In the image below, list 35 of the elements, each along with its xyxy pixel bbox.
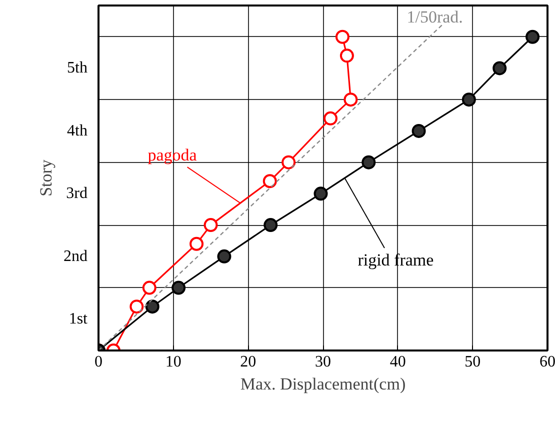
y-tick-label: 5th <box>67 60 88 77</box>
point <box>323 111 338 126</box>
point <box>362 155 376 170</box>
point <box>264 218 278 232</box>
y-tick-label: 3rd <box>66 185 88 202</box>
point <box>526 30 540 44</box>
y-tick-label: 4th <box>67 122 88 140</box>
point <box>314 186 328 201</box>
x-axis-title: Max. Displacement(cm) <box>240 374 406 394</box>
x-tick-label: 30 <box>315 354 331 370</box>
x-tick-label: 40 <box>390 354 406 370</box>
point <box>204 218 218 232</box>
y-tick-label: 2nd <box>64 248 88 265</box>
point <box>340 48 354 63</box>
point <box>344 92 358 107</box>
x-tick-label: 10 <box>165 354 182 370</box>
x-tick-label: 20 <box>240 354 256 370</box>
point <box>142 280 156 295</box>
point <box>172 280 186 295</box>
point <box>145 300 160 314</box>
point <box>262 174 277 188</box>
point <box>282 155 296 170</box>
point <box>462 92 476 107</box>
series-label: 1/50rad. <box>406 7 463 26</box>
y-axis-title: Story <box>36 159 56 196</box>
x-tick-label: 0 <box>94 354 102 370</box>
x-tick-label: 50 <box>464 354 481 370</box>
point <box>412 124 426 138</box>
point <box>217 249 232 264</box>
y-tick-label: 1st <box>68 310 88 328</box>
point <box>190 236 204 251</box>
x-tick-label: 60 <box>540 354 555 370</box>
point <box>335 30 350 44</box>
point <box>492 61 507 76</box>
point <box>130 300 144 314</box>
